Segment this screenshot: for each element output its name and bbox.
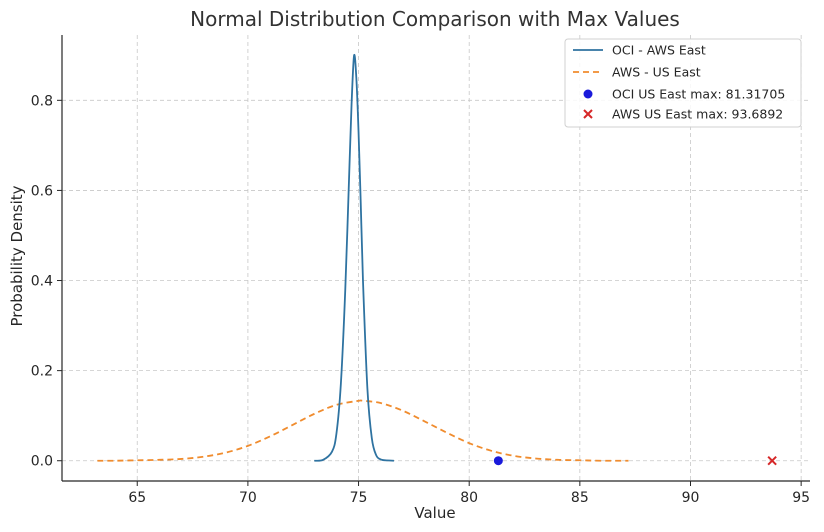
- x-tick-label: 80: [460, 490, 478, 506]
- x-tick-label: 90: [682, 490, 700, 506]
- x-tick-label: 95: [792, 490, 810, 506]
- oci-aws-east-curve: [314, 53, 394, 462]
- x-axis-label: Value: [414, 504, 455, 522]
- oci-max-point: [493, 456, 503, 466]
- y-tick-label: 0.8: [31, 93, 53, 109]
- legend-label: AWS - US East: [612, 65, 701, 80]
- y-axis-ticks: 0.0 0.2 0.4 0.6 0.8: [31, 93, 62, 470]
- legend-label: OCI US East max: 81.31705: [612, 87, 785, 102]
- legend-swatch: [583, 109, 593, 119]
- x-axis-ticks: 65 70 75 80 85 90 95: [128, 481, 810, 506]
- legend-item-oci-aws-east: OCI - AWS East: [573, 43, 706, 58]
- x-tick-label: 75: [350, 490, 368, 506]
- chart-title: Normal Distribution Comparison with Max …: [190, 7, 680, 31]
- aws-us-east-curve: [97, 399, 629, 462]
- legend-item-aws-us-east: AWS - US East: [573, 65, 701, 80]
- legend-label: OCI - AWS East: [612, 43, 706, 58]
- y-tick-label: 0.2: [31, 364, 53, 380]
- legend-item-oci-max: OCI US East max: 81.31705: [583, 87, 785, 102]
- aws-max-point: [767, 456, 777, 466]
- x-tick-label: 65: [128, 490, 146, 506]
- y-tick-label: 0.6: [31, 183, 53, 199]
- y-tick-label: 0.0: [31, 454, 53, 470]
- y-axis-label: Probability Density: [8, 185, 26, 326]
- y-tick-label: 0.4: [31, 274, 53, 290]
- legend-frame: [564, 38, 802, 128]
- legend: OCI - AWS East AWS - US East OCI US East m…: [564, 38, 802, 128]
- legend-swatch: [583, 89, 593, 99]
- legend-item-aws-max: AWS US East max: 93.6892: [583, 107, 783, 122]
- axes: [61, 35, 810, 482]
- series-layer: [97, 53, 629, 462]
- max-points-layer: [493, 456, 777, 466]
- x-marker-stroke: [767, 456, 777, 466]
- x-tick-label: 85: [571, 490, 589, 506]
- legend-label: AWS US East max: 93.6892: [612, 107, 783, 122]
- x-tick-label: 70: [239, 490, 257, 506]
